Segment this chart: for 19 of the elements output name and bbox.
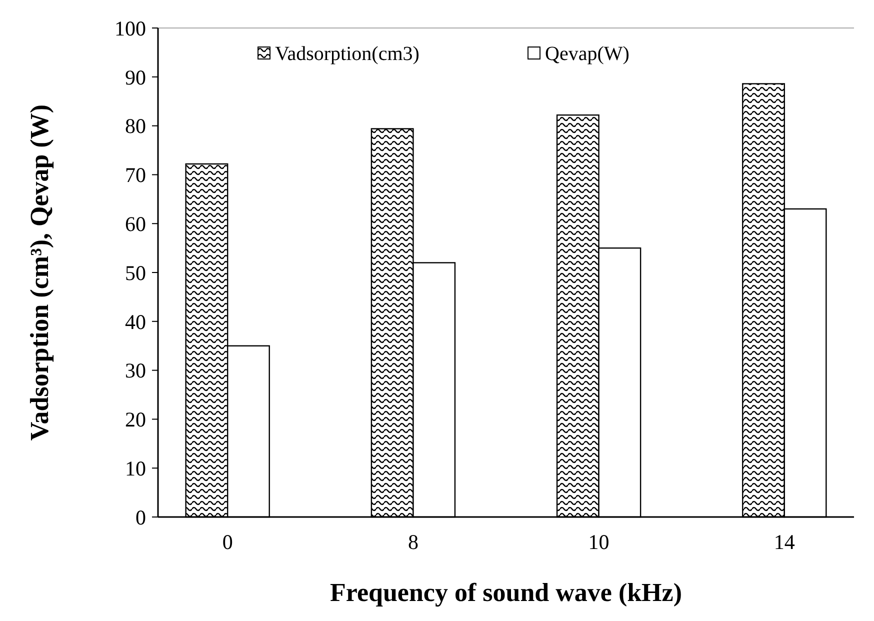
x-tick-label: 0 [222,530,233,554]
y-axis-title: Vadsorption (cm³), Qevap (W) [25,104,54,441]
x-tick-label: 8 [408,530,418,554]
y-tick-label: 30 [125,358,146,383]
y-tick-label: 90 [125,65,146,90]
y-tick-label: 0 [136,505,146,530]
y-tick-label: 50 [125,260,146,285]
y-tick-label: 80 [125,114,146,138]
y-tick-label: 70 [125,163,146,188]
legend-label: Vadsorption(cm3) [275,43,420,65]
y-tick-label: 20 [125,408,146,432]
y-tick-label: 10 [125,456,146,480]
legend-label: Qevap(W) [545,43,630,65]
y-tick-label: 60 [125,212,146,236]
x-axis-title: Frequency of sound wave (kHz) [330,578,682,607]
x-tick-label: 14 [774,530,796,554]
x-tick-label: 10 [588,530,610,554]
y-tick-label: 100 [114,16,146,40]
y-tick-label: 40 [125,310,146,334]
